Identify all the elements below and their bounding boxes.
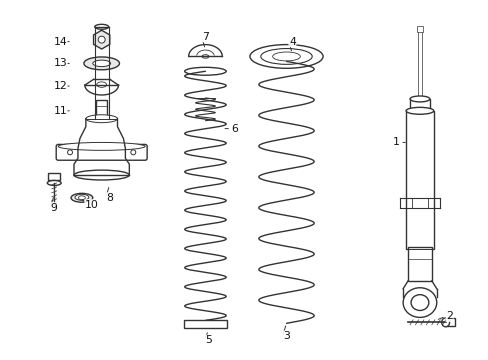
- Text: 12: 12: [53, 81, 67, 91]
- Ellipse shape: [84, 57, 119, 70]
- Ellipse shape: [272, 52, 300, 61]
- Ellipse shape: [95, 24, 108, 29]
- Text: 10: 10: [85, 200, 99, 210]
- Text: 14: 14: [53, 37, 67, 47]
- Ellipse shape: [58, 143, 145, 150]
- Ellipse shape: [67, 150, 72, 155]
- Bar: [416, 26, 422, 32]
- Bar: [407, 247, 431, 281]
- Text: 1: 1: [392, 138, 399, 148]
- Bar: [405, 111, 433, 249]
- Text: 8: 8: [106, 193, 113, 203]
- FancyBboxPatch shape: [56, 144, 147, 160]
- Text: 5: 5: [204, 335, 211, 345]
- Ellipse shape: [249, 45, 323, 68]
- Ellipse shape: [93, 60, 110, 67]
- Ellipse shape: [78, 196, 85, 200]
- Ellipse shape: [75, 194, 89, 200]
- Bar: [48, 173, 60, 180]
- Ellipse shape: [410, 294, 428, 310]
- Text: 4: 4: [288, 37, 295, 47]
- Text: 13: 13: [53, 58, 67, 68]
- Bar: [417, 30, 421, 101]
- Ellipse shape: [47, 180, 61, 185]
- Ellipse shape: [441, 318, 448, 327]
- Bar: [183, 320, 227, 328]
- Ellipse shape: [402, 288, 436, 318]
- Ellipse shape: [74, 170, 129, 180]
- Text: 11: 11: [53, 106, 67, 116]
- Ellipse shape: [131, 150, 136, 155]
- Ellipse shape: [98, 36, 105, 43]
- Text: 3: 3: [283, 331, 289, 341]
- Bar: [409, 99, 429, 111]
- Ellipse shape: [184, 67, 226, 75]
- Ellipse shape: [202, 55, 208, 58]
- Text: 6: 6: [231, 123, 238, 134]
- Ellipse shape: [409, 96, 429, 102]
- Ellipse shape: [86, 115, 117, 123]
- Text: 7: 7: [202, 32, 208, 42]
- Ellipse shape: [405, 107, 433, 114]
- Bar: [445, 318, 454, 326]
- Bar: [96, 100, 107, 116]
- Text: 9: 9: [51, 203, 58, 213]
- Ellipse shape: [71, 193, 93, 202]
- Text: 2: 2: [445, 311, 452, 321]
- Ellipse shape: [97, 82, 106, 87]
- Ellipse shape: [260, 49, 311, 64]
